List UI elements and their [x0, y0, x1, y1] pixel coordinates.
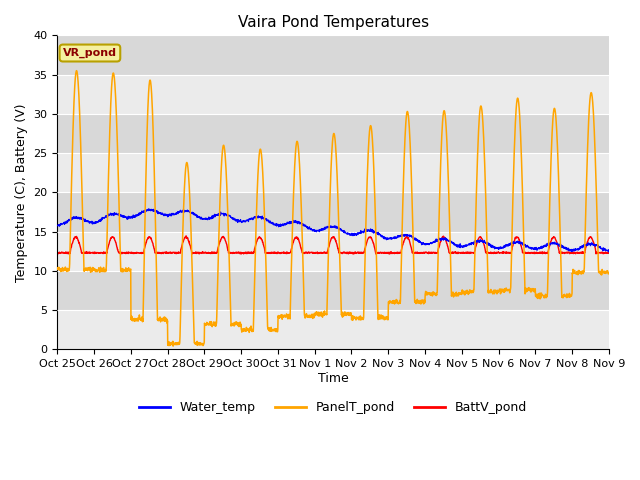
Water_temp — [54, 223, 61, 228]
Water_temp — [605, 249, 612, 254]
Legend: Water_temp, PanelT_pond, BattV_pond: Water_temp, PanelT_pond, BattV_pond — [134, 396, 532, 420]
Bar — [58, 192, 609, 231]
Water_temp — [556, 243, 564, 249]
Title: Vaira Pond Temperatures: Vaira Pond Temperatures — [237, 15, 429, 30]
PanelT_pond — [494, 290, 502, 296]
Water_temp — [493, 245, 501, 251]
Bar — [58, 231, 609, 271]
Line: PanelT_pond: PanelT_pond — [58, 71, 609, 346]
PanelT_pond — [557, 245, 564, 251]
BattV_pond — [494, 250, 502, 255]
Bar — [58, 114, 609, 153]
PanelT_pond — [605, 270, 612, 276]
Y-axis label: Temperature (C), Battery (V): Temperature (C), Battery (V) — [15, 103, 28, 282]
BattV_pond — [349, 250, 357, 255]
PanelT_pond — [169, 343, 177, 349]
BattV_pond — [362, 245, 369, 251]
Bar — [58, 153, 609, 192]
BattV_pond — [54, 250, 61, 255]
PanelT_pond — [208, 322, 216, 328]
Bar — [58, 310, 609, 349]
Water_temp — [207, 214, 215, 220]
PanelT_pond — [362, 240, 369, 245]
Line: BattV_pond: BattV_pond — [58, 236, 609, 254]
Text: VR_pond: VR_pond — [63, 48, 117, 58]
Water_temp — [145, 206, 153, 212]
PanelT_pond — [349, 315, 357, 321]
X-axis label: Time: Time — [317, 372, 349, 385]
BattV_pond — [557, 250, 564, 255]
BattV_pond — [207, 250, 215, 256]
Water_temp — [349, 232, 357, 238]
Line: Water_temp: Water_temp — [58, 209, 609, 252]
PanelT_pond — [572, 270, 580, 276]
BattV_pond — [572, 250, 580, 256]
Water_temp — [362, 228, 369, 234]
BattV_pond — [182, 233, 190, 239]
BattV_pond — [386, 251, 394, 257]
Water_temp — [572, 246, 579, 252]
Bar — [58, 74, 609, 114]
BattV_pond — [605, 250, 612, 256]
Bar — [58, 271, 609, 310]
PanelT_pond — [54, 266, 61, 272]
PanelT_pond — [73, 68, 81, 73]
Bar — [58, 36, 609, 74]
